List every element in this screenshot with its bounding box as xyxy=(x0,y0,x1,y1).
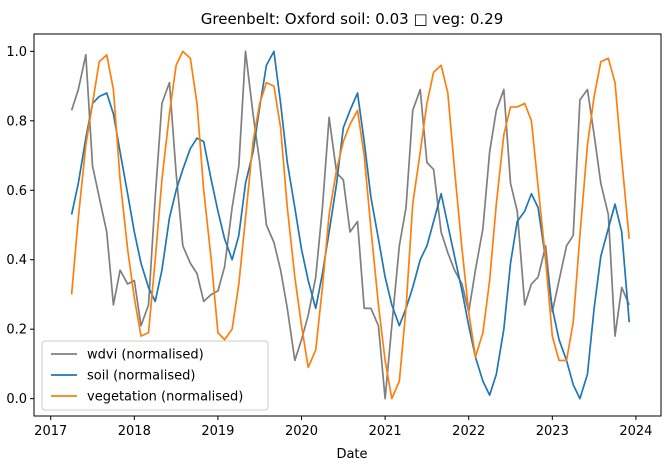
legend-label: wdvi (normalised) xyxy=(87,348,204,363)
x-tick-label: 2018 xyxy=(118,424,151,439)
x-tick-label: 2019 xyxy=(201,424,234,439)
x-tick-label: 2022 xyxy=(452,424,485,439)
y-tick-label: 0.6 xyxy=(6,184,27,199)
x-tick-label: 2020 xyxy=(285,424,318,439)
x-axis: 2017 2018 2019 2020 2021 2022 2023 2024 xyxy=(34,416,652,439)
y-tick-label: 0.2 xyxy=(6,323,27,338)
y-axis: 0.0 0.2 0.4 0.6 0.8 1.0 xyxy=(6,45,34,407)
x-tick-label: 2023 xyxy=(536,424,569,439)
chart-title: Greenbelt: Oxford soil: 0.03 □ veg: 0.29 xyxy=(201,10,503,28)
legend: wdvi (normalised) soil (normalised) vegeta… xyxy=(41,340,269,411)
legend-label: soil (normalised) xyxy=(87,369,195,384)
y-tick-label: 0.0 xyxy=(6,392,27,407)
plot-frame xyxy=(33,33,662,417)
y-tick-label: 1.0 xyxy=(6,45,27,60)
x-tick-label: 2021 xyxy=(369,424,402,439)
x-axis-label: Date xyxy=(336,447,367,462)
plot-area xyxy=(70,50,631,400)
legend-box xyxy=(41,340,269,411)
legend-label: vegetation (normalised) xyxy=(87,390,243,405)
y-tick-label: 0.8 xyxy=(6,114,27,129)
series-line-2 xyxy=(70,50,631,400)
series-line-1 xyxy=(70,50,631,400)
x-tick-label: 2024 xyxy=(619,424,652,439)
series-line-0 xyxy=(70,50,631,400)
x-tick-label: 2017 xyxy=(34,424,67,439)
y-tick-label: 0.4 xyxy=(6,253,27,268)
